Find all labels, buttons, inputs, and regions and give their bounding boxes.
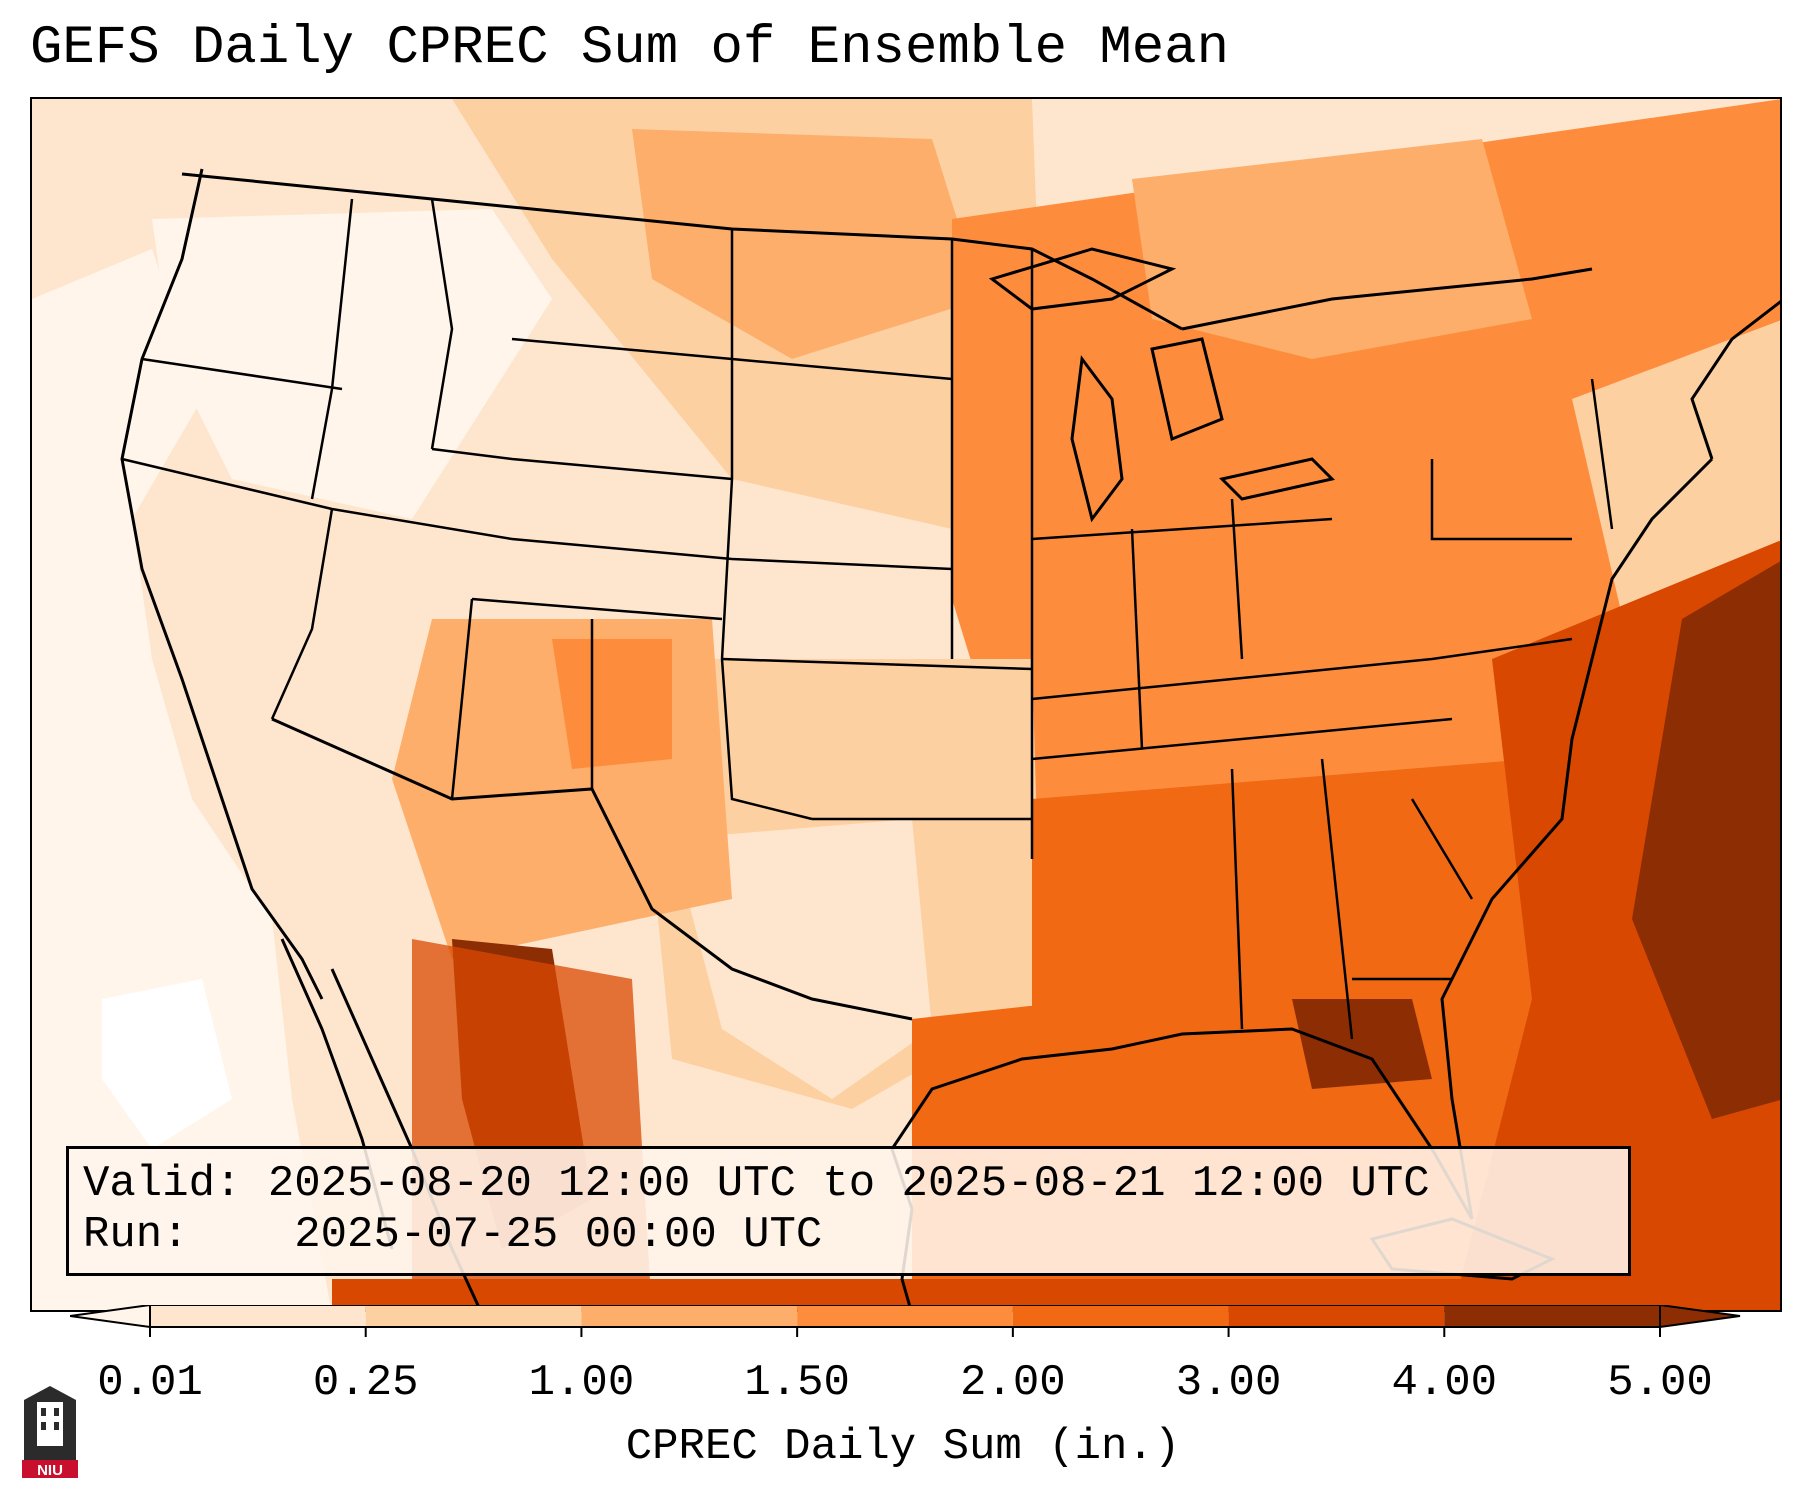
colorbar-segment [150,1305,366,1327]
colorbar-segment [581,1305,798,1327]
texas-light [672,819,932,1099]
info-box: Valid: 2025-08-20 12:00 UTC to 2025-08-2… [66,1146,1631,1276]
colorbar-tick-label: 4.00 [1391,1358,1498,1408]
colorbar-segment [1228,1305,1445,1327]
colorbar-tick-label: 2.00 [960,1358,1066,1408]
white-pacific-patch [102,979,232,1149]
colorbar-tick-label: 1.50 [744,1358,850,1408]
north-central-patch [632,129,982,359]
northeast-coast [1690,300,1780,460]
logo-tower [37,1402,63,1446]
colorbar-outline [149,1305,1661,1328]
colorbar-segment [1012,1305,1229,1327]
logo-text: NIU [37,1462,63,1478]
run-label: Run: [83,1210,189,1260]
colorado-patch [552,639,672,769]
run-value: 2025-07-25 00:00 UTC [294,1210,823,1260]
lake-michigan [1070,355,1124,523]
gulf-dark-patch [1292,999,1432,1089]
colorbar-tick-label: 1.00 [528,1358,635,1408]
northwest-band [152,209,552,519]
colorbar-tick-label: 3.00 [1175,1358,1282,1408]
gulf-coast [890,1027,1474,1220]
colorbar-segment [1444,1305,1660,1327]
south-strip [332,1279,1532,1310]
canada-east-border [1181,267,1593,331]
chart-title: GEFS Daily CPREC Sum of Ensemble Mean [30,18,1229,79]
colorbar-segment [365,1305,582,1327]
west-coast [120,168,324,1000]
colorbar-extend-max [1659,1305,1741,1329]
state-borders [121,198,1614,1040]
colorbar-tick-label: 0.25 [312,1358,419,1408]
colorbar-extend-min [70,1305,151,1329]
colorbar-tick-label: 5.00 [1607,1358,1713,1408]
colorbar-label: CPREC Daily Sum (in.) [625,1422,1181,1472]
valid-line: Valid: 2025-08-20 12:00 UTC to 2025-08-2… [83,1159,1430,1209]
niu-logo: NIU [22,1386,78,1478]
colorbar [70,1305,1741,1337]
run-line: Run: 2025-07-25 00:00 UTC [83,1210,822,1260]
colorbar-tick-label: 0.01 [97,1358,203,1408]
east-coast [1440,457,1714,1220]
map-canvas [32,99,1780,1310]
quebec-patch [1132,139,1532,359]
valid-value: 2025-08-20 12:00 UTC to 2025-08-21 12:00… [267,1159,1430,1209]
lake-superior [988,247,1177,311]
colorbar-segment [797,1305,1013,1327]
precipitation-map [30,97,1782,1312]
lake-erie [1219,457,1335,501]
valid-label: Valid: [83,1159,242,1209]
lake-huron [1150,337,1224,442]
atlantic-deep [1632,561,1780,1119]
logo-banner [22,1460,78,1478]
